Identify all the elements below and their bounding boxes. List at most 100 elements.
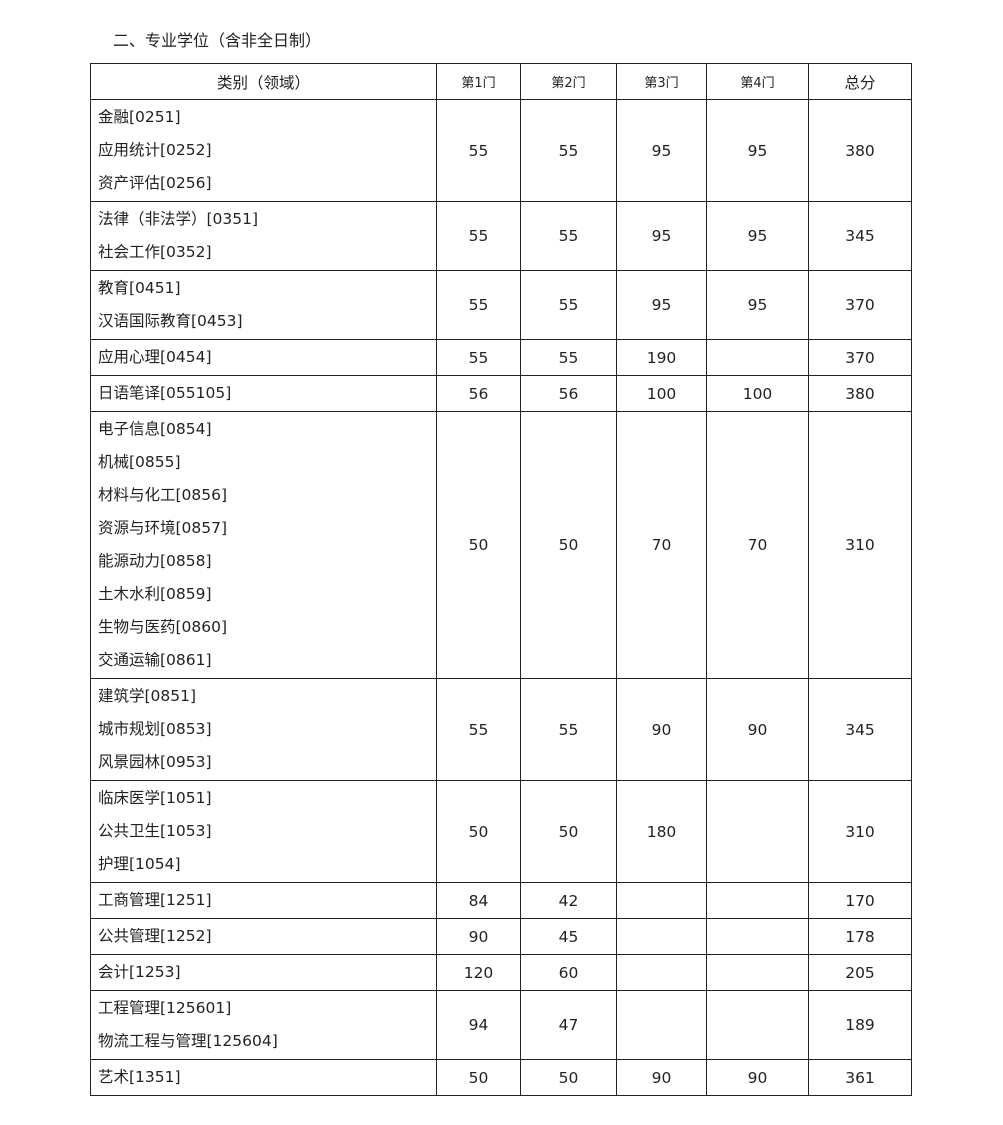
subject-1-score: 94 xyxy=(436,990,521,1060)
subject-3-score: 180 xyxy=(616,780,707,883)
category-label: 会计[1253] xyxy=(98,963,181,981)
subject-1-score: 120 xyxy=(436,954,521,991)
subject-2-score: 60 xyxy=(520,954,617,991)
table-row: 日语笔译[055105] 56 56 100 100 380 xyxy=(90,375,912,412)
subject-3-score xyxy=(616,918,707,955)
category-label: 资源与环境[0857] xyxy=(98,519,228,537)
category-label: 临床医学[1051] xyxy=(98,789,212,807)
category-label: 材料与化工[0856] xyxy=(98,486,228,504)
table-row: 教育[0451] 汉语国际教育[0453] 55 55 95 95 370 xyxy=(90,270,912,340)
subject-3-score: 90 xyxy=(616,1059,707,1096)
subject-2-score: 55 xyxy=(520,201,617,271)
subject-1-score: 55 xyxy=(436,339,521,376)
subject-4-score xyxy=(706,780,809,883)
category-cell: 法律（非法学）[0351] 社会工作[0352] xyxy=(90,201,437,271)
table-row: 法律（非法学）[0351] 社会工作[0352] 55 55 95 95 345 xyxy=(90,201,912,271)
subject-4-score: 90 xyxy=(706,678,809,781)
header-subject-4: 第4门 xyxy=(706,63,809,100)
subject-3-score xyxy=(616,990,707,1060)
total-score: 310 xyxy=(808,780,912,883)
category-label: 应用心理[0454] xyxy=(98,348,212,366)
subject-4-score: 95 xyxy=(706,99,809,202)
subject-2-score: 50 xyxy=(520,780,617,883)
score-table: 类别（领域） 第1门 第2门 第3门 第4门 总分 金融[0251] 应用统计[0… xyxy=(90,63,912,1096)
subject-2-score: 50 xyxy=(520,1059,617,1096)
total-score: 380 xyxy=(808,99,912,202)
total-score: 178 xyxy=(808,918,912,955)
subject-2-score: 56 xyxy=(520,375,617,412)
total-score: 361 xyxy=(808,1059,912,1096)
header-total: 总分 xyxy=(808,63,912,100)
total-score: 370 xyxy=(808,339,912,376)
subject-4-score: 95 xyxy=(706,201,809,271)
table-row: 应用心理[0454] 55 55 190 370 xyxy=(90,339,912,376)
category-label: 土木水利[0859] xyxy=(98,585,212,603)
subject-1-score: 55 xyxy=(436,678,521,781)
category-cell: 日语笔译[055105] xyxy=(90,375,437,412)
table-row: 电子信息[0854] 机械[0855] 材料与化工[0856] 资源与环境[0857]… xyxy=(90,411,912,679)
category-label: 公共卫生[1053] xyxy=(98,822,212,840)
subject-1-score: 56 xyxy=(436,375,521,412)
subject-1-score: 84 xyxy=(436,882,521,919)
subject-4-score xyxy=(706,918,809,955)
category-cell: 临床医学[1051] 公共卫生[1053] 护理[1054] xyxy=(90,780,437,883)
category-label: 交通运输[0861] xyxy=(98,651,212,669)
subject-1-score: 50 xyxy=(436,780,521,883)
subject-3-score: 70 xyxy=(616,411,707,679)
table-row: 工商管理[1251] 84 42 170 xyxy=(90,882,912,919)
category-cell: 教育[0451] 汉语国际教育[0453] xyxy=(90,270,437,340)
category-cell: 金融[0251] 应用统计[0252] 资产评估[0256] xyxy=(90,99,437,202)
subject-3-score xyxy=(616,882,707,919)
category-label: 应用统计[0252] xyxy=(98,141,212,159)
category-cell: 工程管理[125601] 物流工程与管理[125604] xyxy=(90,990,437,1060)
table-row: 公共管理[1252] 90 45 178 xyxy=(90,918,912,955)
subject-4-score xyxy=(706,882,809,919)
total-score: 370 xyxy=(808,270,912,340)
category-cell: 会计[1253] xyxy=(90,954,437,991)
category-label: 公共管理[1252] xyxy=(98,927,212,945)
category-cell: 公共管理[1252] xyxy=(90,918,437,955)
total-score: 170 xyxy=(808,882,912,919)
subject-3-score: 95 xyxy=(616,201,707,271)
subject-2-score: 55 xyxy=(520,678,617,781)
table-row: 临床医学[1051] 公共卫生[1053] 护理[1054] 50 50 180 310 xyxy=(90,780,912,883)
category-label: 法律（非法学）[0351] xyxy=(98,210,259,228)
total-score: 345 xyxy=(808,201,912,271)
header-subject-3: 第3门 xyxy=(616,63,707,100)
header-subject-2: 第2门 xyxy=(520,63,617,100)
subject-3-score: 100 xyxy=(616,375,707,412)
category-label: 城市规划[0853] xyxy=(98,720,212,738)
category-label: 汉语国际教育[0453] xyxy=(98,312,243,330)
category-cell: 电子信息[0854] 机械[0855] 材料与化工[0856] 资源与环境[0857]… xyxy=(90,411,437,679)
category-label: 社会工作[0352] xyxy=(98,243,212,261)
category-label: 教育[0451] xyxy=(98,279,181,297)
section-title: 二、专业学位（含非全日制） xyxy=(113,31,322,50)
total-score: 189 xyxy=(808,990,912,1060)
category-label: 日语笔译[055105] xyxy=(98,384,232,402)
header-category: 类别（领域） xyxy=(90,63,437,100)
subject-3-score: 95 xyxy=(616,270,707,340)
subject-1-score: 90 xyxy=(436,918,521,955)
category-label: 电子信息[0854] xyxy=(98,420,212,438)
category-label: 艺术[1351] xyxy=(98,1068,181,1086)
category-label: 机械[0855] xyxy=(98,453,181,471)
table-row: 建筑学[0851] 城市规划[0853] 风景园林[0953] 55 55 90 90 345 xyxy=(90,678,912,781)
subject-2-score: 45 xyxy=(520,918,617,955)
subject-3-score: 95 xyxy=(616,99,707,202)
category-label: 工商管理[1251] xyxy=(98,891,212,909)
category-cell: 建筑学[0851] 城市规划[0853] 风景园林[0953] xyxy=(90,678,437,781)
category-label: 物流工程与管理[125604] xyxy=(98,1032,278,1050)
subject-2-score: 47 xyxy=(520,990,617,1060)
header-subject-1: 第1门 xyxy=(436,63,521,100)
category-label: 建筑学[0851] xyxy=(98,687,197,705)
subject-2-score: 42 xyxy=(520,882,617,919)
table-row: 艺术[1351] 50 50 90 90 361 xyxy=(90,1059,912,1096)
subject-3-score: 90 xyxy=(616,678,707,781)
subject-1-score: 55 xyxy=(436,270,521,340)
subject-1-score: 50 xyxy=(436,411,521,679)
subject-4-score: 100 xyxy=(706,375,809,412)
subject-4-score: 95 xyxy=(706,270,809,340)
subject-4-score: 70 xyxy=(706,411,809,679)
subject-3-score xyxy=(616,954,707,991)
category-cell: 艺术[1351] xyxy=(90,1059,437,1096)
